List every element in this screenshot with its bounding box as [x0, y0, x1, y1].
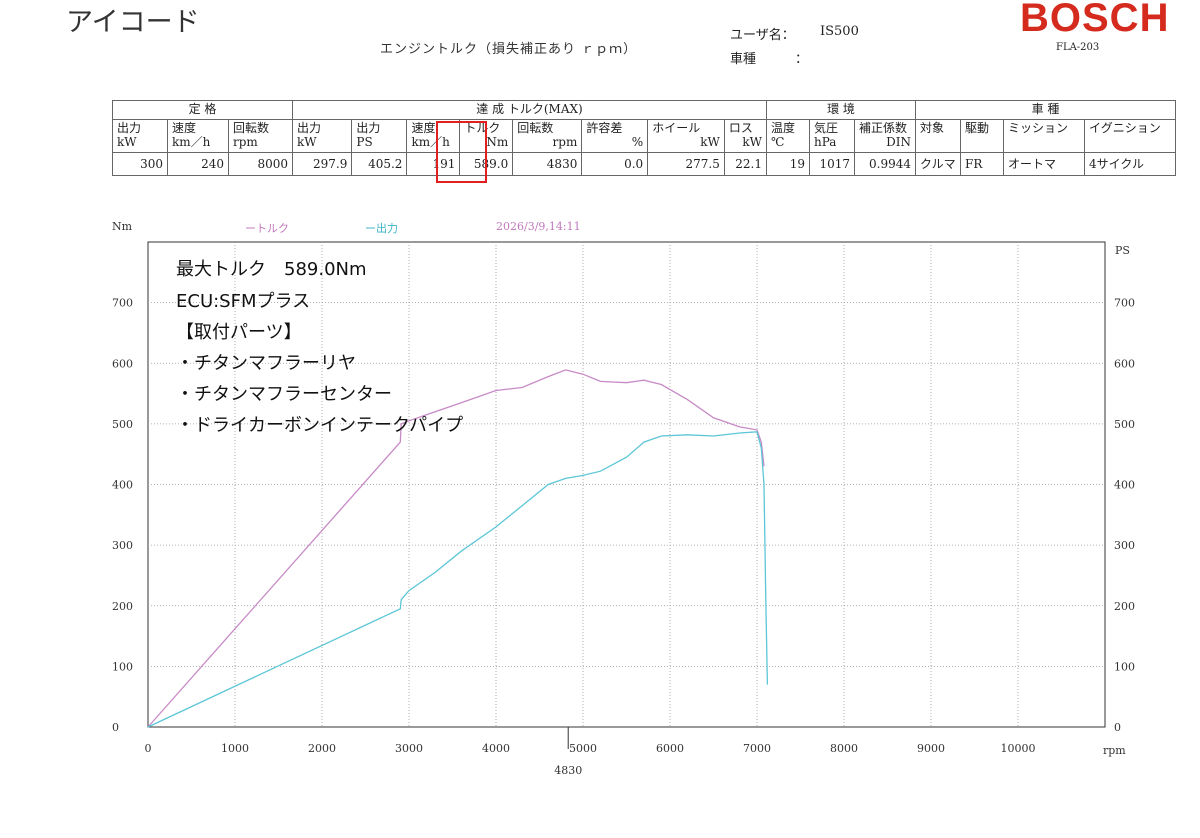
header-cell: 温度 ℃: [766, 119, 810, 153]
y-right-tick-label: 600: [1114, 357, 1135, 370]
y-axis-right-label: PS: [1115, 244, 1130, 257]
x-tick-label: 3000: [395, 742, 423, 755]
y-left-tick-label: 200: [112, 600, 133, 613]
header-cell: 速度 km／h: [167, 119, 229, 153]
user-name-value: IS500: [820, 24, 859, 39]
x-tick-label: 10000: [1001, 742, 1036, 755]
value-cell: 1017: [809, 152, 855, 176]
value-cell: 0.0: [581, 152, 649, 176]
y-left-tick-label: 500: [112, 418, 133, 431]
x-tick-label: 4000: [482, 742, 510, 755]
x-tick-label: 6000: [656, 742, 684, 755]
value-cell: 277.5: [647, 152, 725, 176]
x-tick-label: 1000: [221, 742, 249, 755]
y-axis-left-label: Nm: [112, 220, 133, 233]
header-cell: 出力 kW: [291, 119, 353, 153]
spec-table: 定 格 達 成 トルク(MAX) 環 境 車 種 出力 kW 速度 km／h 回転数…: [112, 100, 1176, 176]
y-left-tick-label: 400: [112, 479, 133, 492]
power-line: [147, 431, 769, 728]
x-axis-label: rpm: [1103, 744, 1126, 757]
value-cell: 240: [167, 152, 229, 176]
note-part-1: ・チタンマフラーリヤ: [176, 353, 356, 374]
header-cell: ミッション: [1003, 119, 1085, 153]
x-tick-label: 5000: [569, 742, 597, 755]
value-cell: 22.1: [723, 152, 768, 176]
note-max-torque: 最大トルク 589.0Nm: [176, 259, 367, 280]
value-cell: 4830: [512, 152, 583, 176]
y-left-tick-label: 600: [112, 357, 133, 370]
header-cell: ホイール kW: [647, 119, 725, 153]
x-tick-label: 7000: [743, 742, 771, 755]
value-cell: 19: [766, 152, 810, 176]
x-tick-label: 9000: [917, 742, 945, 755]
note-ecu: ECU:SFMプラス: [176, 291, 311, 312]
note-part-3: ・ドライカーボンインテークパイプ: [176, 415, 464, 436]
note-parts-heading: 【取付パーツ】: [176, 322, 302, 343]
brand-logo: BOSCH: [1020, 0, 1170, 40]
y-right-tick-label: 100: [1114, 660, 1135, 673]
x-tick-label: 2000: [308, 742, 336, 755]
max-rpm-label: 4830: [554, 764, 582, 777]
torque-line: [147, 369, 765, 728]
y-left-tick-label: 300: [112, 539, 133, 552]
value-cell: 297.9: [291, 152, 353, 176]
y-right-tick-label: 400: [1114, 479, 1135, 492]
value-cell: 4サイクル: [1084, 152, 1176, 176]
x-tick-label: 8000: [830, 742, 858, 755]
car-type-value: ：: [795, 52, 809, 67]
x-tick-label: 0: [145, 742, 152, 755]
y-right-tick-label: 300: [1114, 539, 1135, 552]
value-cell: 191: [406, 152, 461, 176]
chart-timestamp: 2026/3/9,14:11: [496, 220, 581, 233]
model-number: FLA-203: [1056, 42, 1100, 53]
app-title: アイコード: [66, 7, 200, 38]
header-cell: イグニション: [1084, 119, 1176, 153]
user-name-label: ユーザ名：: [730, 28, 795, 43]
torque-highlight-box: [436, 121, 487, 183]
value-cell: 405.2: [351, 152, 408, 176]
y-right-tick-label: 0: [1114, 721, 1121, 734]
y-right-tick-label: 700: [1114, 297, 1135, 310]
y-right-tick-label: 200: [1114, 600, 1135, 613]
legend-power: ー出力: [365, 222, 398, 235]
header-cell: 回転数 rpm: [512, 119, 583, 153]
y-left-tick-label: 0: [112, 721, 119, 734]
y-right-tick-label: 500: [1114, 418, 1135, 431]
header-cell: 気圧 hPa: [809, 119, 855, 153]
y-left-tick-label: 700: [112, 297, 133, 310]
value-cell: 8000: [228, 152, 293, 176]
car-type-label: 車種: [730, 52, 757, 67]
value-cell: 300: [112, 152, 168, 176]
header-cell: 対象: [915, 119, 961, 153]
value-cell: 0.9944: [854, 152, 916, 176]
document-title: エンジントルク（損失補正あり ｒｐｍ）: [380, 42, 638, 57]
header-cell: 出力 kW: [112, 119, 168, 153]
note-part-2: ・チタンマフラーセンター: [176, 384, 392, 405]
y-left-tick-label: 100: [112, 660, 133, 673]
legend-torque: ートルク: [245, 222, 289, 235]
